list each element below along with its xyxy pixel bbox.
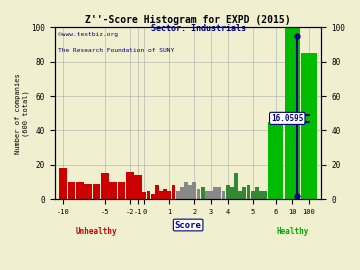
Bar — [118, 182, 125, 199]
Bar — [197, 189, 201, 199]
Y-axis label: Number of companies
(600 total): Number of companies (600 total) — [15, 73, 28, 154]
Bar — [209, 191, 213, 199]
Bar — [176, 191, 180, 199]
Bar — [205, 191, 209, 199]
Bar — [134, 175, 142, 199]
Bar — [163, 189, 167, 199]
Bar — [167, 191, 171, 199]
Bar — [101, 173, 109, 199]
Bar — [285, 27, 300, 199]
Bar — [222, 191, 225, 199]
Bar — [184, 182, 188, 199]
Bar — [259, 191, 263, 199]
Bar — [188, 185, 192, 199]
Bar — [172, 185, 175, 199]
Bar — [268, 122, 283, 199]
Bar — [230, 187, 234, 199]
Bar — [159, 191, 163, 199]
Bar — [126, 172, 134, 199]
Bar — [93, 184, 100, 199]
Bar — [234, 173, 238, 199]
Text: The Research Foundation of SUNY: The Research Foundation of SUNY — [58, 48, 174, 53]
Bar — [109, 182, 117, 199]
Bar — [217, 187, 221, 199]
Title: Z''-Score Histogram for EXPD (2015): Z''-Score Histogram for EXPD (2015) — [85, 15, 291, 25]
Bar — [201, 187, 204, 199]
Bar — [213, 187, 217, 199]
X-axis label: Score: Score — [175, 221, 202, 229]
Bar — [226, 185, 230, 199]
Bar — [251, 191, 255, 199]
Text: 16.0595: 16.0595 — [271, 114, 303, 123]
Bar — [84, 184, 92, 199]
Text: Healthy: Healthy — [276, 227, 309, 236]
Bar — [180, 187, 184, 199]
Bar — [301, 53, 316, 199]
Bar — [59, 168, 67, 199]
Bar — [155, 185, 159, 199]
Bar — [193, 182, 196, 199]
Bar — [68, 182, 75, 199]
Text: Unhealthy: Unhealthy — [76, 227, 117, 236]
Bar — [143, 192, 146, 199]
Bar — [151, 194, 155, 199]
Bar — [242, 187, 246, 199]
Bar — [238, 191, 242, 199]
Bar — [147, 191, 150, 199]
Bar — [76, 182, 84, 199]
Bar — [255, 187, 259, 199]
Bar — [247, 185, 251, 199]
Text: Sector: Industrials: Sector: Industrials — [150, 24, 246, 33]
Text: ©www.textbiz.org: ©www.textbiz.org — [58, 32, 118, 37]
Bar — [263, 191, 267, 199]
